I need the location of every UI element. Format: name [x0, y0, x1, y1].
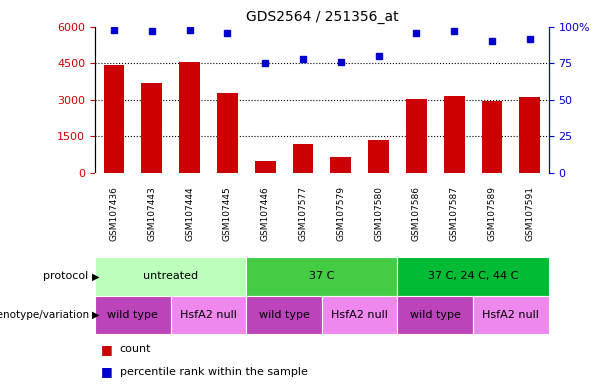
Text: percentile rank within the sample: percentile rank within the sample — [120, 366, 307, 377]
Text: genotype/variation: genotype/variation — [0, 310, 92, 320]
Text: GSM107589: GSM107589 — [487, 186, 497, 241]
Text: 37 C, 24 C, 44 C: 37 C, 24 C, 44 C — [428, 271, 518, 281]
Text: GSM107577: GSM107577 — [299, 186, 308, 241]
Text: wild type: wild type — [107, 310, 158, 320]
Bar — [246, 296, 322, 334]
Bar — [482, 101, 502, 173]
Text: GSM107579: GSM107579 — [336, 186, 345, 241]
Text: GSM107586: GSM107586 — [412, 186, 421, 241]
Text: GSM107443: GSM107443 — [147, 186, 156, 241]
Text: GSM107587: GSM107587 — [449, 186, 459, 241]
Bar — [473, 296, 549, 334]
Bar — [444, 96, 465, 173]
Bar — [179, 62, 200, 173]
Text: wild type: wild type — [410, 310, 460, 320]
Text: ■: ■ — [101, 343, 113, 356]
Bar — [95, 257, 246, 296]
Bar — [95, 296, 170, 334]
Bar — [292, 144, 313, 173]
Bar — [255, 161, 275, 173]
Bar — [368, 140, 389, 173]
Text: untreated: untreated — [143, 271, 198, 281]
Bar — [397, 296, 473, 334]
Bar — [142, 83, 162, 173]
Bar — [322, 296, 397, 334]
Bar — [246, 257, 397, 296]
Title: GDS2564 / 251356_at: GDS2564 / 251356_at — [246, 10, 398, 25]
Bar — [397, 257, 549, 296]
Bar — [330, 157, 351, 173]
Bar — [170, 296, 246, 334]
Bar — [217, 93, 238, 173]
Text: ■: ■ — [101, 365, 113, 378]
Bar — [104, 65, 124, 173]
Text: GSM107580: GSM107580 — [374, 186, 383, 241]
Text: ▶: ▶ — [92, 271, 99, 281]
Text: ▶: ▶ — [92, 310, 99, 320]
Text: GSM107436: GSM107436 — [109, 186, 118, 241]
Text: count: count — [120, 344, 151, 354]
Text: GSM107445: GSM107445 — [223, 186, 232, 241]
Text: HsfA2 null: HsfA2 null — [482, 310, 539, 320]
Text: HsfA2 null: HsfA2 null — [180, 310, 237, 320]
Text: 37 C: 37 C — [309, 271, 335, 281]
Text: HsfA2 null: HsfA2 null — [331, 310, 388, 320]
Text: wild type: wild type — [259, 310, 310, 320]
Text: protocol: protocol — [43, 271, 92, 281]
Text: GSM107444: GSM107444 — [185, 186, 194, 241]
Text: GSM107446: GSM107446 — [261, 186, 270, 241]
Text: GSM107591: GSM107591 — [525, 186, 535, 241]
Bar — [519, 98, 540, 173]
Bar — [406, 99, 427, 173]
